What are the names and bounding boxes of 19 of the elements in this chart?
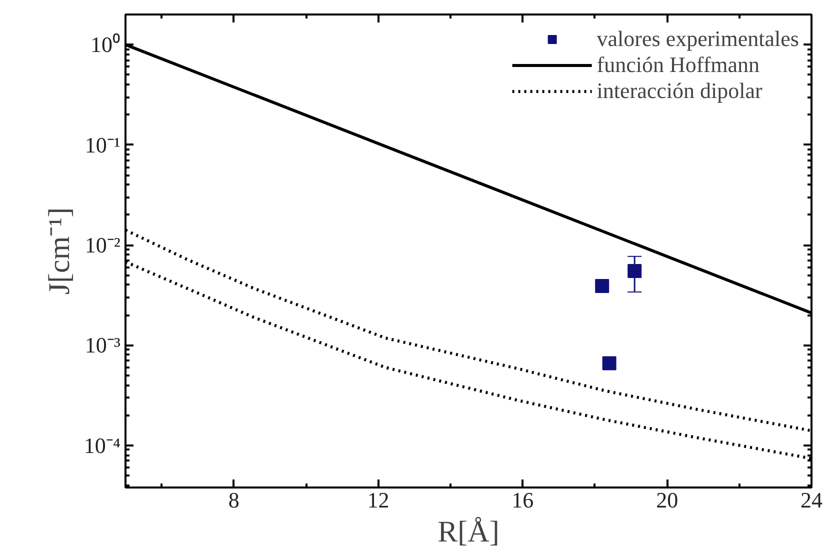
x-tick-label: 24 [800, 488, 822, 512]
x-tick-label: 8 [228, 488, 240, 512]
y-tick-label: 10⁻¹ [84, 132, 121, 158]
x-axis-title: R[Å] [438, 516, 500, 548]
x-tick-label: 16 [512, 488, 534, 512]
y-tick-label: 10⁻³ [84, 332, 121, 358]
x-tick-label: 20 [656, 488, 678, 512]
point [602, 356, 616, 370]
legend-label: interacción dipolar [596, 78, 762, 104]
y-tick-label: 10⁰ [90, 32, 120, 58]
point [628, 264, 642, 278]
legend-label: función Hoffmann [596, 52, 760, 78]
point [595, 279, 610, 293]
y-axis-title: J[cm⁻¹] [42, 207, 76, 295]
x-tick-label: 12 [367, 488, 390, 512]
y-tick-label: 10⁻⁴ [84, 432, 121, 458]
line-series [126, 228, 812, 432]
legend-label: valores experimentales [596, 26, 799, 52]
y-tick-label: 10⁻² [84, 232, 121, 258]
